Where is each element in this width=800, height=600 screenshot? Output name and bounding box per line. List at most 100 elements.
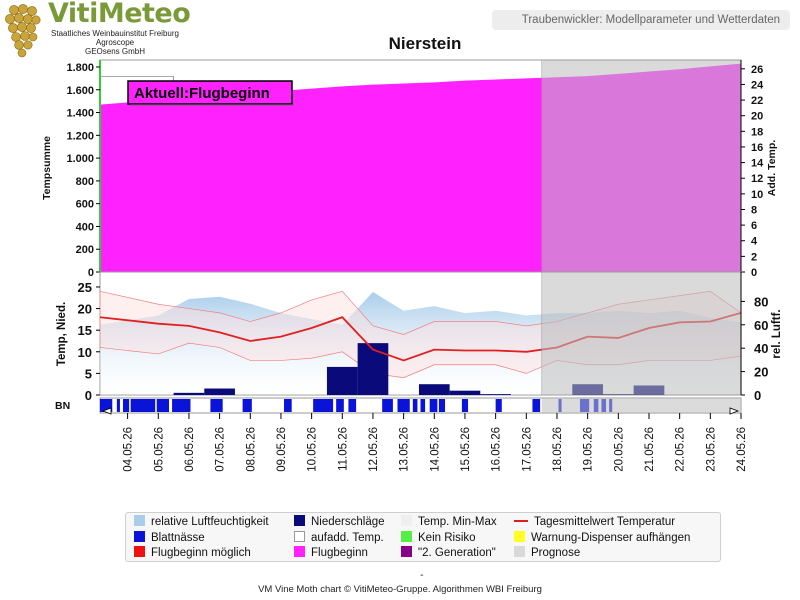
bottom-right-tick-label: 60 — [754, 318, 768, 333]
top-right-tick-label: 8 — [751, 204, 757, 216]
leaf-wetness-label: BN — [55, 400, 70, 412]
grape-icon — [5, 4, 41, 58]
legend-item-flight-possible[interactable]: Flugbeginn möglich — [134, 546, 251, 560]
precipitation-bar — [204, 388, 235, 395]
top-left-tick-label: 1.600 — [66, 85, 94, 97]
leaf-wetness-bar — [116, 399, 120, 412]
vine-moth-chart: 02004006008001.0001.2001.4001.6001.80002… — [41, 59, 783, 472]
leaf-wetness-bar — [123, 399, 130, 412]
legend-swatch-flight-possible — [134, 546, 145, 557]
leaf-wetness-bar — [382, 399, 393, 412]
x-tick-label: 12.05.26 — [368, 427, 380, 472]
legend-swatch-forecast — [514, 546, 525, 557]
legend-swatch-flight-start — [294, 546, 305, 557]
x-tick-label: 11.05.26 — [337, 427, 349, 471]
leaf-wetness-forecast-shade — [541, 398, 741, 413]
legend-swatch-dispenser-warning — [514, 531, 525, 542]
precipitation-bar — [357, 343, 389, 395]
bottom-panel: 0 5 10 15 20 25 0 20 40 60 80 — [78, 271, 768, 403]
logo-line-3: GEOsens GmbH — [84, 47, 145, 56]
legend-item-dispenser-warning[interactable]: Warnung-Dispenser aufhängen — [514, 531, 690, 545]
legend-item-temp-min-max[interactable]: Temp. Min-Max — [401, 515, 497, 529]
bottom-right-tick-label: 80 — [754, 294, 768, 309]
top-left-axis-label: Tempsumme — [41, 136, 53, 200]
leaf-wetness-bar — [348, 399, 357, 412]
footer-separator: - — [420, 570, 424, 581]
x-tick-label: 05.05.26 — [153, 427, 165, 472]
legend-item-humidity[interactable]: relative Luftfeuchtigkeit — [134, 515, 269, 529]
legend-swatch-temp-min-max — [401, 515, 412, 526]
bottom-left-tick-label: 0 — [85, 388, 92, 403]
leaf-wetness-bar — [313, 399, 334, 412]
bottom-left-tick-label: 25 — [78, 280, 92, 295]
x-tick-label: 22.05.26 — [675, 427, 687, 472]
logo-line-1: Staatliches Weinbauinstitut Freiburg — [51, 29, 179, 38]
x-tick-label: 14.05.26 — [429, 427, 441, 472]
x-tick-label: 21.05.26 — [644, 427, 656, 472]
top-left-tick-label: 1.800 — [66, 62, 94, 74]
bottom-left-tick-label: 20 — [78, 302, 92, 317]
top-right-tick-label: 6 — [751, 220, 757, 232]
bottom-right-axis-label: rel. Luftf. — [771, 309, 783, 358]
legend-item-precipitation[interactable]: Niederschläge — [294, 515, 385, 529]
x-tick-label: 10.05.26 — [307, 427, 319, 472]
bottom-left-tick-label: 5 — [85, 366, 92, 381]
top-right-tick-label: 12 — [751, 173, 763, 185]
x-tick-label: 17.05.26 — [521, 427, 533, 472]
leaf-wetness-bar — [284, 399, 292, 412]
top-left-tick-label: 1.200 — [66, 130, 94, 142]
legend-item-forecast[interactable]: Prognose — [514, 546, 580, 560]
leaf-wetness-bar — [156, 399, 170, 412]
x-tick-label: 09.05.26 — [276, 427, 288, 472]
bottom-left-axis-label: Temp, Nied. — [56, 302, 68, 366]
legend-item-mean-temp[interactable]: Tagesmittelwert Temperatur — [514, 515, 675, 529]
leaf-wetness-bar — [420, 399, 426, 412]
precipitation-bar — [173, 392, 205, 395]
top-right-tick-label: 14 — [751, 158, 764, 170]
leaf-wetness-bar — [532, 399, 541, 412]
legend-swatch-no-risk — [401, 531, 412, 542]
leaf-wetness-bar — [438, 399, 446, 412]
bottom-left-tick-label: 15 — [78, 323, 92, 338]
x-tick-label: 19.05.26 — [583, 427, 595, 472]
vitimeteo-logo[interactable]: VitiMeteo Staatliches Weinbauinstitut Fr… — [2, 0, 192, 62]
leaf-wetness-bar — [210, 399, 223, 412]
legend: relative Luftfeuchtigkeit Niederschläge … — [125, 512, 721, 562]
legend-item-added-temp[interactable]: aufadd. Temp. — [294, 531, 384, 545]
legend-item-no-risk[interactable]: Kein Risiko — [401, 531, 476, 545]
leaf-wetness-bar — [130, 399, 156, 412]
header: VitiMeteo Staatliches Weinbauinstitut Fr… — [0, 0, 800, 60]
top-forecast-shade — [541, 59, 742, 273]
leaf-wetness-bar — [172, 399, 191, 412]
x-axis: 04.05.26 05.05.26 06.05.26 07.05.26 08.05.26… — [123, 413, 748, 472]
legend-swatch-second-generation — [401, 546, 412, 557]
top-left-tick-label: 200 — [76, 244, 94, 256]
leaf-wetness-bar — [429, 399, 438, 412]
status-annotation-text: Aktuell:Flugbeginn — [134, 85, 270, 102]
top-right-tick-label: 0 — [751, 267, 757, 279]
leaf-wetness-bar — [336, 399, 344, 412]
x-tick-label: 06.05.26 — [184, 427, 196, 472]
x-tick-label: 04.05.26 — [123, 427, 135, 472]
top-right-tick-label: 16 — [751, 142, 763, 154]
x-tick-label: 15.05.26 — [460, 427, 472, 472]
top-left-tick-label: 1.000 — [66, 153, 94, 165]
precipitation-bar — [326, 366, 358, 395]
top-right-tick-label: 24 — [751, 79, 764, 91]
top-left-tick-label: 400 — [76, 221, 94, 233]
top-right-axis-label: Add. Temp. — [766, 140, 778, 196]
leaf-wetness-bar — [242, 399, 252, 412]
legend-item-leaf-wetness[interactable]: Blattnässe — [134, 531, 205, 545]
legend-swatch-leaf-wetness — [134, 531, 145, 542]
legend-swatch-mean-temp — [514, 520, 528, 522]
station-title: Nierstein — [388, 34, 462, 53]
top-right-tick-label: 10 — [751, 189, 763, 201]
x-tick-label: 07.05.26 — [215, 427, 227, 472]
x-tick-label: 13.05.26 — [399, 427, 411, 472]
legend-item-second-generation[interactable]: "2. Generation" — [401, 546, 496, 560]
precipitation-bar — [480, 394, 511, 395]
legend-item-flight-start[interactable]: Flugbeginn — [294, 546, 368, 560]
bottom-forecast-shade — [541, 271, 742, 396]
bottom-right-tick-label: 20 — [754, 365, 768, 380]
status-annotation: Aktuell:Flugbeginn — [127, 80, 294, 106]
